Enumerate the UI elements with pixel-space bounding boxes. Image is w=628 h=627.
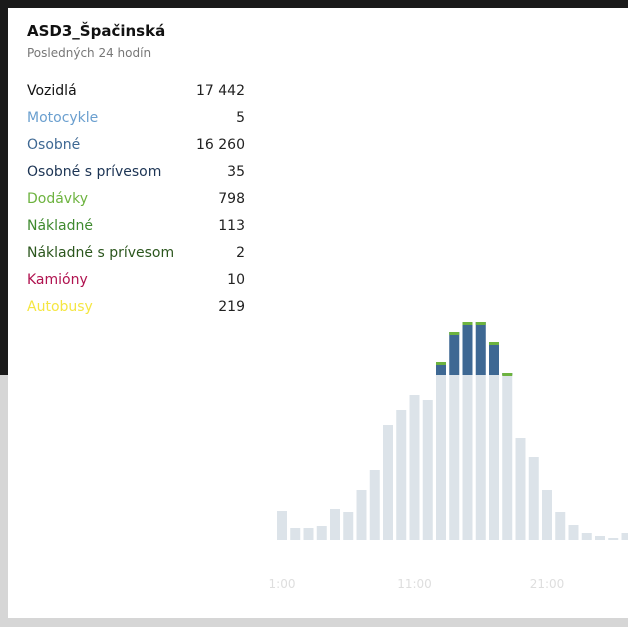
bar bbox=[475, 322, 486, 540]
row-value: 5 bbox=[236, 110, 245, 126]
bar bbox=[502, 373, 513, 540]
bar bbox=[462, 322, 473, 540]
bar bbox=[542, 490, 552, 540]
bar bbox=[316, 526, 327, 540]
x-tick-label: 21:00 bbox=[530, 577, 565, 591]
bar bbox=[581, 533, 592, 540]
legend-row[interactable]: Osobné s prívesom 35 bbox=[27, 164, 245, 184]
row-name: Osobné s prívesom bbox=[27, 164, 162, 180]
row-name: Nákladné bbox=[27, 218, 94, 234]
bar bbox=[290, 528, 301, 540]
bar bbox=[383, 425, 393, 540]
bar-cap bbox=[502, 373, 513, 376]
bar-highlight bbox=[436, 362, 446, 375]
bar bbox=[409, 395, 420, 540]
bar bbox=[356, 490, 367, 540]
x-tick-label: 11:00 bbox=[397, 577, 432, 591]
row-name: Dodávky bbox=[27, 191, 88, 207]
legend-row[interactable]: Vozidlá 17 442 bbox=[27, 83, 245, 103]
bar-highlight bbox=[462, 322, 473, 375]
bar bbox=[330, 509, 340, 540]
bar bbox=[436, 362, 446, 540]
legend-row[interactable]: Dodávky 798 bbox=[27, 191, 245, 211]
bar-highlight bbox=[449, 332, 460, 375]
legend-row[interactable]: Motocykle 5 bbox=[27, 110, 245, 130]
bar bbox=[568, 525, 579, 540]
row-name: Autobusy bbox=[27, 299, 93, 315]
bar-cap bbox=[436, 362, 446, 365]
subtitle: Posledných 24 hodín bbox=[27, 46, 152, 60]
bar bbox=[489, 342, 499, 540]
row-name: Osobné bbox=[27, 137, 81, 153]
bar-cap bbox=[489, 342, 499, 345]
row-name: Vozidlá bbox=[27, 83, 77, 99]
bar bbox=[277, 511, 287, 540]
legend-row[interactable]: Nákladné 113 bbox=[27, 218, 245, 238]
row-value: 219 bbox=[218, 299, 245, 315]
bar-highlight bbox=[489, 342, 499, 375]
row-value: 2 bbox=[236, 245, 245, 261]
row-value: 35 bbox=[227, 164, 245, 180]
legend-row[interactable]: Nákladné s prívesom 2 bbox=[27, 245, 245, 265]
chart: 1:00 11:00 21:00 bbox=[269, 322, 628, 591]
bar bbox=[396, 410, 407, 540]
bar bbox=[528, 457, 539, 540]
row-value: 17 442 bbox=[196, 83, 245, 99]
bar bbox=[303, 528, 314, 540]
bar bbox=[343, 512, 354, 540]
bar bbox=[555, 512, 566, 540]
bar-highlight bbox=[475, 322, 486, 375]
bar bbox=[449, 332, 460, 540]
bar-cap bbox=[449, 332, 460, 335]
bar bbox=[369, 470, 380, 540]
bar bbox=[515, 438, 526, 540]
bar bbox=[608, 538, 619, 540]
bar-cap bbox=[475, 322, 486, 325]
row-name: Motocykle bbox=[27, 110, 99, 126]
legend-row[interactable]: Osobné 16 260 bbox=[27, 137, 245, 157]
row-value: 10 bbox=[227, 272, 245, 288]
bar bbox=[621, 533, 628, 540]
bar bbox=[422, 400, 433, 540]
row-name: Nákladné s prívesom bbox=[27, 245, 175, 261]
legend-row[interactable]: Autobusy 219 bbox=[27, 299, 245, 319]
bar bbox=[595, 536, 605, 540]
row-name: Kamióny bbox=[27, 272, 88, 288]
row-value: 113 bbox=[218, 218, 245, 234]
row-value: 16 260 bbox=[196, 137, 245, 153]
row-value: 798 bbox=[218, 191, 245, 207]
panel: ASD3_Špačinská Posledných 24 hodín Vozid… bbox=[8, 8, 628, 618]
legend-row[interactable]: Kamióny 10 bbox=[27, 272, 245, 292]
title: ASD3_Špačinská bbox=[27, 22, 166, 40]
x-tick-label: 1:00 bbox=[269, 577, 296, 591]
bar-cap bbox=[462, 322, 473, 325]
